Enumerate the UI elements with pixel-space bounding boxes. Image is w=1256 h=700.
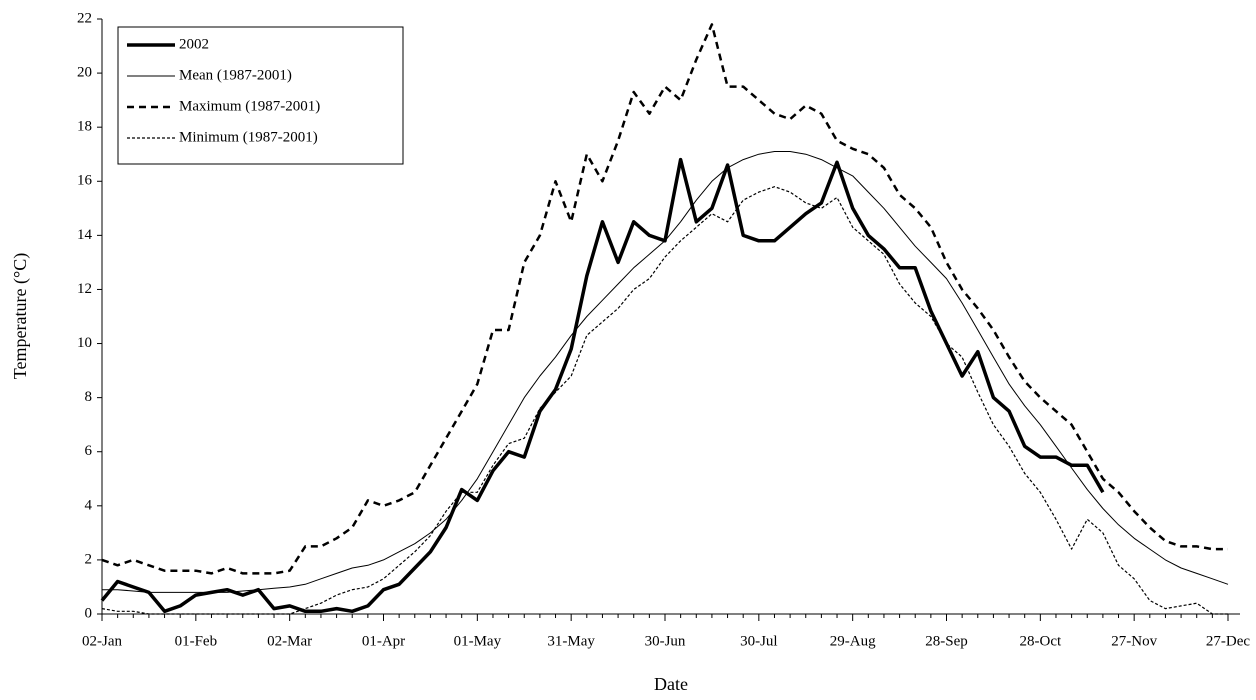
x-tick-label: 29-Aug [830, 633, 876, 649]
y-tick-label: 14 [77, 227, 93, 243]
y-tick-label: 18 [77, 119, 92, 135]
x-tick-label: 27-Nov [1111, 633, 1157, 649]
x-tick-label: 02-Mar [267, 633, 312, 649]
x-tick-label: 30-Jun [645, 633, 686, 649]
x-tick-label: 28-Sep [925, 633, 968, 649]
x-tick-label: 31-May [547, 633, 595, 649]
x-tick-label: 30-Jul [740, 633, 778, 649]
series-line [102, 151, 1229, 593]
y-tick-label: 4 [85, 497, 93, 513]
legend-label: Mean (1987-2001) [179, 67, 292, 83]
y-tick-label: 22 [77, 10, 92, 26]
legend-box [117, 26, 404, 165]
y-tick-label: 10 [77, 335, 92, 351]
x-tick-label: 01-Apr [362, 633, 405, 649]
legend-label: 2002 [179, 36, 209, 52]
x-axis-title: Date [654, 674, 688, 694]
y-tick-label: 12 [77, 281, 92, 297]
y-tick-label: 16 [77, 173, 93, 189]
series-line [101, 23, 1228, 575]
y-tick-label: 20 [77, 65, 92, 81]
legend-label: Minimum (1987-2001) [179, 129, 318, 145]
legend-label: Maximum (1987-2001) [179, 98, 320, 114]
x-tick-label: 28-Oct [1020, 633, 1062, 649]
x-tick-label: 02-Jan [82, 633, 122, 649]
y-axis-title: Temperature (°C) [10, 253, 31, 379]
x-tick-label: 27-Dec [1206, 633, 1250, 649]
x-tick-label: 01-Feb [175, 633, 218, 649]
series-line [101, 186, 1228, 615]
x-tick-label: 01-May [454, 633, 502, 649]
y-tick-label: 0 [85, 605, 93, 621]
y-tick-label: 2 [85, 551, 93, 567]
y-tick-label: 6 [85, 443, 93, 459]
y-tick-label: 8 [85, 389, 93, 405]
series-line [100, 157, 1105, 614]
